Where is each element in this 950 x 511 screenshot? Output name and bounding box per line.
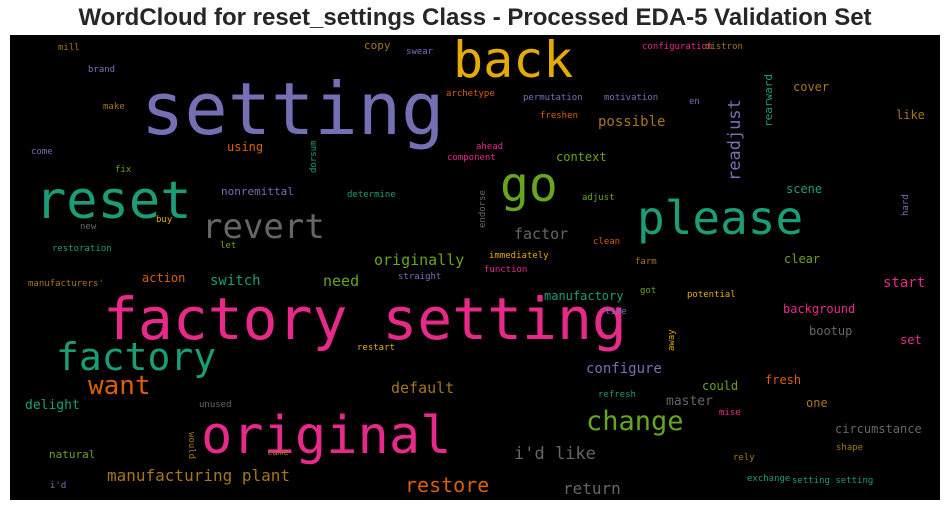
word-manufacturers: manufacturers' [28,279,104,289]
word-make: make [103,102,125,112]
word-id: i'd [50,481,67,491]
word-new: new [80,222,97,232]
word-configuration: configuration [642,42,713,52]
word-restart: restart [357,343,395,353]
word-fresh: fresh [765,373,802,387]
word-setting: setting [141,67,445,151]
word-back: back [453,35,574,89]
word-revert: revert [202,207,325,247]
word-endorse: endorse [478,190,488,228]
word-using: using [227,140,264,154]
word-need: need [323,272,360,290]
word-change: change [586,406,684,437]
word-distron: distron [705,42,743,52]
word-want: want [88,371,151,401]
word-unused: unused [199,400,232,410]
word-please: please [637,191,804,245]
word-nonremittal: nonremittal [221,185,294,198]
word-ahead: ahead [476,142,504,152]
word-one: one [806,396,828,410]
word-fix: fix [115,165,132,175]
word-straight: straight [398,272,442,282]
word-shape: shape [836,443,864,453]
word-rely: rely [733,453,755,463]
word-action: action [142,271,186,285]
word-manufactory: manufactory [544,289,624,303]
word-manufacturing-plant: manufacturing plant [107,466,291,485]
word-immediately: immediately [489,251,549,261]
word-id-like: i'd like [514,444,596,464]
word-got: got [640,286,657,296]
word-restore: restore [405,473,490,497]
word-cover: cover [793,80,830,94]
word-determine: determine [347,190,396,200]
word-like: like [896,108,925,122]
word-original: original [201,406,452,466]
word-brand: brand [88,65,116,75]
word-natural: natural [49,448,96,461]
word-farm: farm [635,257,657,267]
word-let: let [220,241,237,251]
word-factory-setting: factory setting [103,285,627,353]
word-return: return [563,479,621,498]
word-archetype: archetype [446,89,495,99]
word-came: came [267,448,289,458]
word-go: go [500,157,558,213]
word-readjust: readjust [725,99,745,181]
word-mise: mise [719,408,741,418]
word-away: away [667,329,677,351]
word-function: function [484,265,528,275]
word-master: master [666,394,713,409]
word-configure: configure [586,361,662,377]
word-clear: clear [784,252,821,266]
word-dorsum: dorsum [309,140,319,173]
word-time: time [605,307,627,317]
word-start: start [883,275,926,291]
word-swear: swear [406,47,434,57]
word-context: context [556,150,607,164]
word-would: would [186,432,196,460]
word-delight: delight [25,398,80,413]
word-rearward: rearward [762,74,775,127]
word-refresh: refresh [598,390,636,400]
word-factor: factor [514,225,569,243]
word-permutation: permutation [523,93,583,103]
word-buy: buy [156,215,173,225]
word-set: set [900,333,922,347]
word-possible: possible [598,114,666,130]
word-clean: clean [593,237,621,247]
word-freshen: freshen [540,111,578,121]
word-motivation: motivation [604,93,659,103]
word-bootup: bootup [809,324,853,338]
word-copy: copy [364,39,391,52]
word-exchange: exchange [747,474,791,484]
word-potential: potential [687,290,736,300]
word-could: could [702,379,739,393]
word-circumstance: circumstance [835,422,922,436]
word-mill: mill [58,43,80,53]
word-restoration: restoration [52,244,112,254]
word-adjust: adjust [582,193,615,203]
word-reset: reset [35,171,192,231]
word-component: component [447,153,496,163]
word-factory: factory [56,335,217,379]
word-setting-setting: setting setting [792,476,874,486]
word-en: en [689,97,700,107]
word-scene: scene [786,182,823,196]
word-originally: originally [374,251,465,269]
word-default: default [391,379,455,397]
word-switch: switch [210,273,261,289]
word-background: background [783,302,856,316]
word-cloud: setting factory setting original reset p… [10,35,940,500]
word-hard: hard [901,194,911,216]
word-come: come [31,147,53,157]
chart-title: WordCloud for reset_settings Class - Pro… [78,4,872,31]
